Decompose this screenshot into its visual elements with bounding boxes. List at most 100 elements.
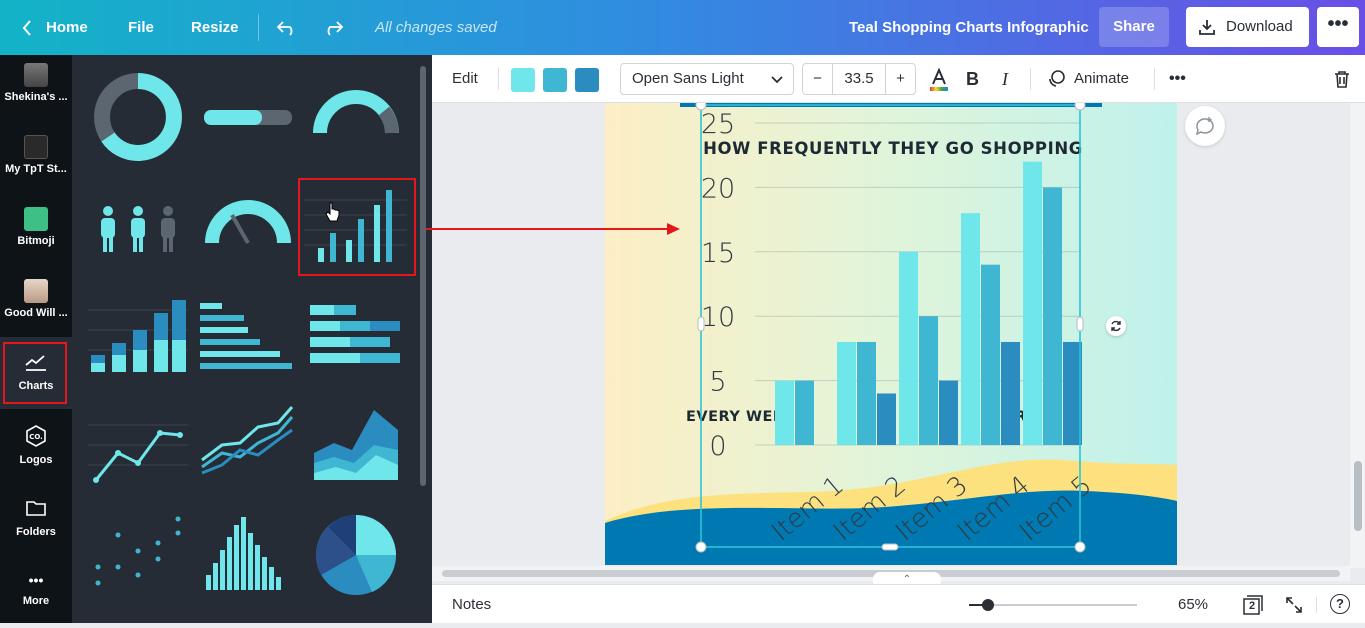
bar[interactable] bbox=[1001, 341, 1020, 445]
design-canvas[interactable]: HOW FREQUENTLY THEY GO SHOPPING EVERY WE… bbox=[605, 103, 1177, 565]
font-size-input[interactable]: 33.5 bbox=[844, 70, 874, 87]
download-button[interactable]: Download bbox=[1186, 7, 1309, 47]
resize-handle[interactable] bbox=[1074, 541, 1086, 553]
bar[interactable] bbox=[899, 251, 918, 445]
bar-chart-highlight-box bbox=[298, 178, 416, 276]
nav-item-goodwill[interactable]: Good Will ... bbox=[0, 279, 72, 319]
document-title[interactable]: Teal Shopping Charts Infographic bbox=[849, 19, 1089, 36]
bar[interactable] bbox=[775, 380, 794, 445]
show-pages-button[interactable]: ⌃ bbox=[873, 572, 941, 586]
resize-handle[interactable] bbox=[695, 541, 707, 553]
fullscreen-button[interactable] bbox=[1284, 595, 1304, 615]
animate-label: Animate bbox=[1074, 70, 1130, 87]
folder-thumbnail-icon bbox=[24, 135, 48, 159]
resize-button[interactable]: Resize bbox=[191, 19, 239, 36]
charts-highlight-box bbox=[3, 342, 67, 404]
histogram-template[interactable] bbox=[206, 517, 281, 590]
save-status: All changes saved bbox=[375, 19, 497, 36]
topbar-divider bbox=[258, 14, 259, 41]
nav-item-more[interactable]: ••• More bbox=[0, 569, 72, 607]
stacked-horizontal-template[interactable] bbox=[310, 305, 400, 363]
area-chart-template[interactable] bbox=[314, 410, 398, 480]
panel-scrollbar[interactable] bbox=[420, 66, 426, 486]
color-swatch-1[interactable] bbox=[511, 68, 535, 92]
animate-button[interactable]: Animate bbox=[1046, 55, 1129, 103]
horizontal-bar-template[interactable] bbox=[200, 303, 292, 369]
nav-item-logos[interactable]: CO. Logos bbox=[0, 425, 72, 466]
svg-text:CO.: CO. bbox=[29, 433, 43, 441]
bar[interactable] bbox=[961, 213, 980, 445]
bar[interactable] bbox=[1063, 341, 1082, 445]
bar[interactable] bbox=[837, 341, 856, 445]
bar[interactable] bbox=[877, 393, 896, 445]
resize-handle[interactable] bbox=[695, 103, 707, 111]
y-tick-label: 0 bbox=[709, 431, 726, 462]
color-swatch-2[interactable] bbox=[543, 68, 567, 92]
folder-thumbnail-icon bbox=[24, 279, 48, 303]
download-icon bbox=[1199, 20, 1215, 35]
bar[interactable] bbox=[1023, 161, 1042, 445]
bar[interactable] bbox=[1043, 187, 1062, 445]
delete-button[interactable] bbox=[1332, 69, 1352, 89]
y-tick-label: 20 bbox=[701, 173, 735, 204]
resize-handle[interactable] bbox=[881, 543, 899, 551]
dot-plot-template[interactable] bbox=[95, 516, 181, 586]
home-button[interactable]: Home bbox=[22, 0, 88, 55]
design-heading: HOW FREQUENTLY THEY GO SHOPPING bbox=[703, 139, 1083, 158]
half-donut-template[interactable] bbox=[313, 90, 399, 134]
text-color-button[interactable] bbox=[928, 67, 950, 92]
nav-item-folders[interactable]: Folders bbox=[0, 497, 72, 538]
bar[interactable] bbox=[981, 264, 1000, 445]
page-count-button[interactable]: 2 bbox=[1242, 595, 1263, 615]
share-button[interactable]: Share bbox=[1099, 7, 1169, 47]
notes-button[interactable]: Notes bbox=[452, 596, 492, 613]
increase-font-size-button[interactable]: + bbox=[885, 64, 915, 94]
zoom-level[interactable]: 65% bbox=[1178, 596, 1209, 613]
folder-icon bbox=[26, 501, 46, 516]
more-tools-button[interactable]: ••• bbox=[1169, 55, 1186, 103]
vertical-scroll-thumb[interactable] bbox=[1354, 461, 1362, 531]
donut-chart-template[interactable] bbox=[94, 73, 182, 161]
line-chart-template[interactable] bbox=[88, 424, 188, 483]
bold-icon: B bbox=[966, 69, 979, 89]
multi-line-template[interactable] bbox=[201, 406, 294, 475]
bar[interactable] bbox=[939, 380, 958, 445]
undo-button[interactable] bbox=[276, 0, 298, 55]
zoom-slider[interactable] bbox=[969, 599, 1137, 611]
footer-bar: Notes 65% 2 ? bbox=[432, 584, 1365, 623]
resize-handle[interactable] bbox=[697, 316, 705, 332]
redo-button[interactable] bbox=[322, 0, 344, 55]
color-swatch-3[interactable] bbox=[575, 68, 599, 92]
bold-button[interactable]: B bbox=[966, 55, 979, 103]
add-comment-button[interactable] bbox=[1185, 106, 1225, 146]
resize-handle[interactable] bbox=[1074, 103, 1086, 111]
pie-chart-template[interactable] bbox=[315, 515, 397, 595]
rotate-button[interactable] bbox=[1106, 316, 1126, 336]
bar[interactable] bbox=[919, 316, 938, 445]
design-artwork: HOW FREQUENTLY THEY GO SHOPPING EVERY WE… bbox=[605, 103, 1177, 565]
bar[interactable] bbox=[795, 380, 814, 445]
resize-handle[interactable] bbox=[1076, 316, 1084, 332]
nav-item-bitmoji[interactable]: Bitmoji bbox=[0, 207, 72, 247]
progress-bar-template[interactable] bbox=[204, 110, 292, 125]
people-chart-template[interactable] bbox=[101, 206, 175, 252]
vertical-scrollbar[interactable] bbox=[1350, 103, 1365, 568]
gauge-template[interactable] bbox=[205, 200, 291, 244]
comment-icon bbox=[1195, 117, 1214, 136]
more-options-button[interactable]: ••• bbox=[1317, 7, 1359, 47]
italic-button[interactable]: I bbox=[1002, 55, 1008, 103]
font-family-dropdown[interactable]: Open Sans Light bbox=[620, 63, 794, 95]
bar-chart-template[interactable] bbox=[304, 190, 407, 262]
bar[interactable] bbox=[857, 341, 876, 445]
help-button[interactable]: ? bbox=[1330, 594, 1350, 614]
nav-item-shekinas[interactable]: Shekina's ... bbox=[0, 63, 72, 103]
decrease-font-size-button[interactable]: − bbox=[803, 64, 833, 94]
nav-label: My TpT St... bbox=[5, 163, 67, 175]
file-menu[interactable]: File bbox=[128, 19, 154, 36]
nav-item-tpt[interactable]: My TpT St... bbox=[0, 135, 72, 175]
edit-button[interactable]: Edit bbox=[452, 70, 478, 87]
bitmoji-icon bbox=[24, 207, 48, 231]
stacked-bar-template[interactable] bbox=[88, 300, 188, 372]
zoom-slider-handle[interactable] bbox=[982, 599, 994, 611]
nav-item-charts[interactable]: Charts bbox=[0, 337, 72, 409]
